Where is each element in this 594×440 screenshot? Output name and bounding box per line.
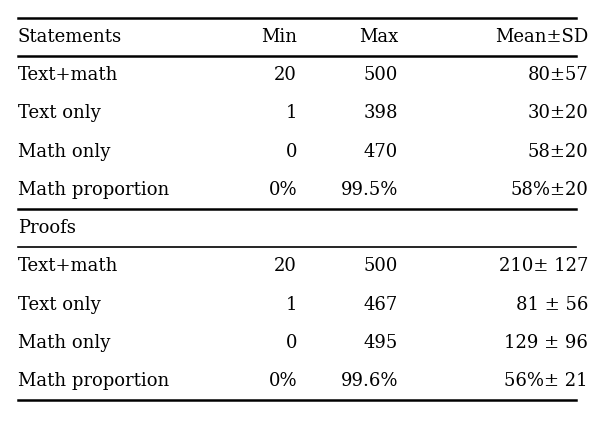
- Text: 1: 1: [286, 104, 297, 122]
- Text: Mean±SD: Mean±SD: [495, 28, 588, 46]
- Text: Text only: Text only: [18, 104, 100, 122]
- Text: 500: 500: [364, 66, 398, 84]
- Text: 0: 0: [286, 143, 297, 161]
- Text: 470: 470: [364, 143, 398, 161]
- Text: 0%: 0%: [268, 372, 297, 390]
- Text: 0%: 0%: [268, 181, 297, 199]
- Text: 500: 500: [364, 257, 398, 275]
- Text: 99.6%: 99.6%: [340, 372, 398, 390]
- Text: 495: 495: [364, 334, 398, 352]
- Text: Text only: Text only: [18, 296, 100, 314]
- Text: Statements: Statements: [18, 28, 122, 46]
- Text: Math only: Math only: [18, 143, 110, 161]
- Text: Text+math: Text+math: [18, 257, 118, 275]
- Text: 58%±20: 58%±20: [510, 181, 588, 199]
- Text: 210± 127: 210± 127: [499, 257, 588, 275]
- Text: Proofs: Proofs: [18, 219, 75, 237]
- Text: 20: 20: [274, 66, 297, 84]
- Text: Math proportion: Math proportion: [18, 181, 169, 199]
- Text: Math proportion: Math proportion: [18, 372, 169, 390]
- Text: Max: Max: [359, 28, 398, 46]
- Text: Min: Min: [261, 28, 297, 46]
- Text: 467: 467: [364, 296, 398, 314]
- Text: 99.5%: 99.5%: [340, 181, 398, 199]
- Text: 1: 1: [286, 296, 297, 314]
- Text: 58±20: 58±20: [527, 143, 588, 161]
- Text: Text+math: Text+math: [18, 66, 118, 84]
- Text: 30±20: 30±20: [527, 104, 588, 122]
- Text: 56%± 21: 56%± 21: [504, 372, 588, 390]
- Text: Math only: Math only: [18, 334, 110, 352]
- Text: 80±57: 80±57: [527, 66, 588, 84]
- Text: 398: 398: [364, 104, 398, 122]
- Text: 81 ± 56: 81 ± 56: [516, 296, 588, 314]
- Text: 0: 0: [286, 334, 297, 352]
- Text: 20: 20: [274, 257, 297, 275]
- Text: 129 ± 96: 129 ± 96: [504, 334, 588, 352]
